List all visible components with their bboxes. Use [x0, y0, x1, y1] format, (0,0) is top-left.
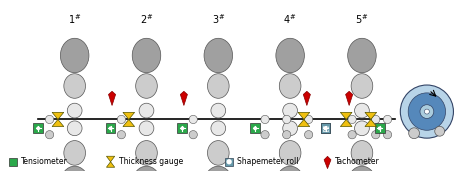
Ellipse shape	[351, 74, 373, 98]
Circle shape	[409, 128, 419, 139]
Bar	[177, 123, 187, 133]
Text: 4$^\#$: 4$^\#$	[283, 12, 297, 26]
Circle shape	[408, 93, 446, 130]
Circle shape	[420, 105, 434, 119]
Ellipse shape	[132, 38, 161, 73]
Polygon shape	[123, 112, 135, 119]
Ellipse shape	[348, 38, 376, 73]
Text: Thickness gauge: Thickness gauge	[119, 157, 183, 166]
Ellipse shape	[348, 166, 376, 172]
Circle shape	[46, 131, 54, 139]
Polygon shape	[109, 91, 116, 105]
Bar	[320, 123, 330, 133]
Ellipse shape	[351, 141, 373, 165]
Ellipse shape	[64, 141, 85, 165]
Text: 3$^\#$: 3$^\#$	[211, 12, 225, 26]
Ellipse shape	[208, 141, 229, 165]
Polygon shape	[365, 112, 377, 119]
Circle shape	[348, 115, 356, 124]
Bar	[33, 123, 43, 133]
Circle shape	[181, 127, 183, 130]
Circle shape	[324, 127, 327, 130]
Circle shape	[383, 131, 392, 139]
Circle shape	[355, 103, 369, 118]
Circle shape	[355, 121, 369, 136]
Polygon shape	[340, 112, 352, 119]
Bar	[320, 123, 330, 133]
Circle shape	[109, 127, 112, 130]
Polygon shape	[346, 91, 353, 105]
Ellipse shape	[60, 38, 89, 73]
Bar	[106, 123, 116, 133]
Circle shape	[37, 127, 39, 130]
Circle shape	[189, 131, 197, 139]
Polygon shape	[180, 91, 187, 105]
Circle shape	[283, 103, 298, 118]
Circle shape	[435, 126, 445, 136]
Circle shape	[304, 131, 313, 139]
Text: Shapemeter roll: Shapemeter roll	[237, 157, 299, 166]
Circle shape	[189, 115, 197, 124]
Polygon shape	[340, 119, 352, 127]
Ellipse shape	[276, 38, 304, 73]
Bar	[225, 158, 233, 166]
Circle shape	[372, 115, 380, 124]
Polygon shape	[107, 162, 115, 167]
Ellipse shape	[60, 166, 89, 172]
Circle shape	[67, 103, 82, 118]
Polygon shape	[298, 112, 310, 119]
Ellipse shape	[204, 166, 233, 172]
Text: 2$^\#$: 2$^\#$	[140, 12, 153, 26]
Ellipse shape	[136, 141, 157, 165]
Circle shape	[378, 127, 381, 130]
Ellipse shape	[276, 166, 304, 172]
Circle shape	[383, 115, 392, 124]
Polygon shape	[52, 119, 64, 127]
Polygon shape	[107, 156, 115, 162]
Ellipse shape	[132, 166, 161, 172]
Circle shape	[261, 131, 269, 139]
Circle shape	[211, 121, 226, 136]
Circle shape	[348, 131, 356, 139]
Polygon shape	[123, 119, 135, 127]
Circle shape	[401, 85, 454, 138]
Polygon shape	[324, 156, 331, 169]
Circle shape	[283, 115, 291, 124]
Ellipse shape	[136, 74, 157, 98]
Circle shape	[117, 115, 126, 124]
Ellipse shape	[208, 74, 229, 98]
Circle shape	[46, 115, 54, 124]
Ellipse shape	[64, 74, 85, 98]
Polygon shape	[52, 112, 64, 119]
Ellipse shape	[279, 74, 301, 98]
Polygon shape	[298, 119, 310, 127]
Circle shape	[261, 115, 269, 124]
Bar	[250, 123, 260, 133]
Bar	[9, 158, 17, 166]
Circle shape	[227, 160, 231, 164]
Circle shape	[211, 103, 226, 118]
Circle shape	[424, 109, 429, 114]
Circle shape	[324, 127, 327, 130]
Circle shape	[254, 127, 256, 130]
Circle shape	[283, 131, 291, 139]
Polygon shape	[365, 119, 377, 127]
Ellipse shape	[204, 38, 233, 73]
Text: Tensiometer: Tensiometer	[20, 157, 67, 166]
Text: 1$^\#$: 1$^\#$	[68, 12, 82, 26]
Circle shape	[372, 131, 380, 139]
Circle shape	[139, 121, 154, 136]
Circle shape	[304, 115, 313, 124]
Text: Tachometer: Tachometer	[336, 157, 380, 166]
Circle shape	[67, 121, 82, 136]
Bar	[323, 126, 328, 131]
Polygon shape	[303, 91, 310, 105]
Text: 5$^\#$: 5$^\#$	[355, 12, 369, 26]
Ellipse shape	[279, 141, 301, 165]
Circle shape	[139, 103, 154, 118]
Bar	[375, 123, 384, 133]
Circle shape	[283, 121, 298, 136]
Circle shape	[117, 131, 126, 139]
